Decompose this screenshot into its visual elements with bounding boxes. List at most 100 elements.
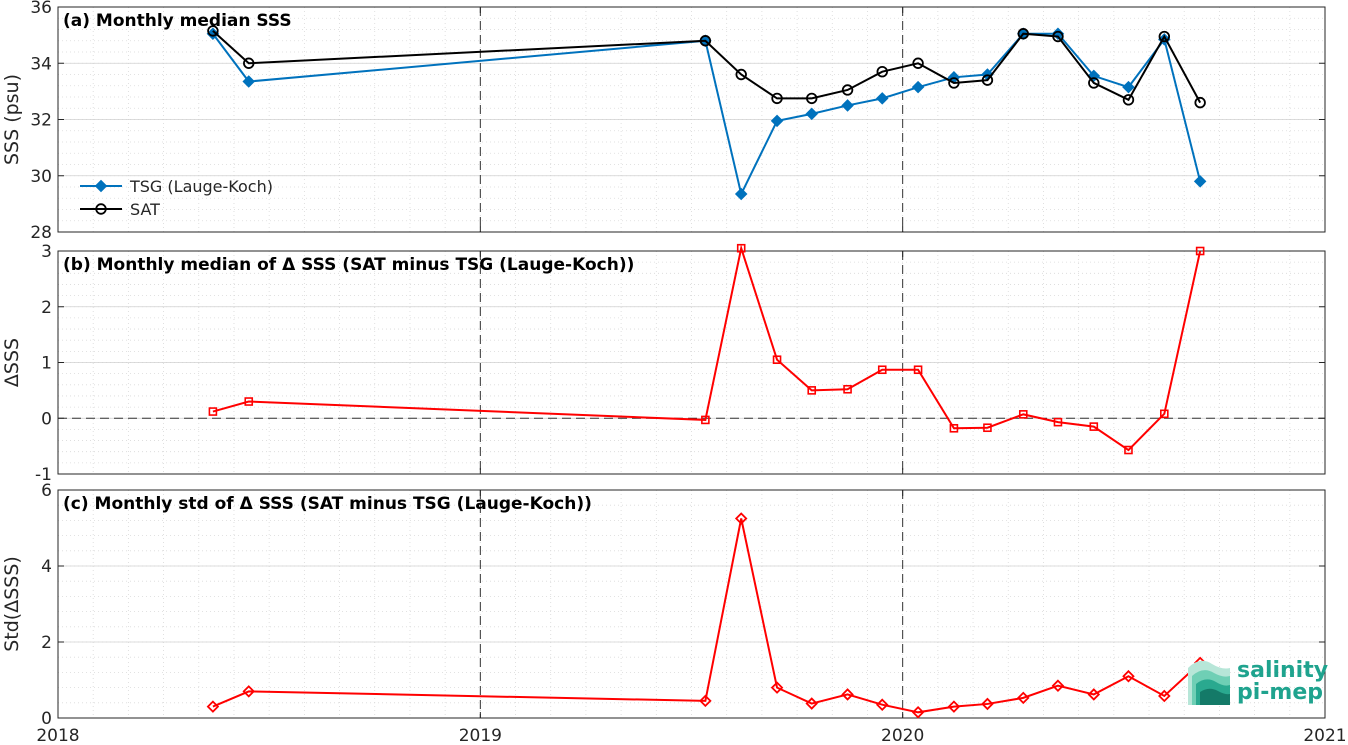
data-point: [206, 27, 220, 40]
data-point: [1124, 445, 1133, 455]
data-point: [242, 75, 256, 88]
data-point: [244, 397, 254, 406]
data-point: [949, 423, 959, 433]
y-tick-label: 0: [41, 409, 52, 429]
data-point: [735, 68, 747, 81]
y-tick-label: 3: [41, 242, 52, 262]
data-point: [805, 697, 818, 710]
x-tick-label: 2020: [881, 726, 924, 745]
data-point: [243, 57, 255, 69]
y-axis-label: ΔSSS: [1, 338, 23, 387]
data-point: [699, 694, 712, 708]
x-tick-label: 2019: [459, 726, 502, 745]
data-point: [805, 107, 818, 121]
data-point: [206, 700, 220, 713]
legend-panel-a: TSG (Lauge-Koch) SAT: [80, 177, 273, 219]
data-point: [772, 355, 782, 365]
panel-title: (a) Monthly median SSS: [63, 11, 292, 31]
data-point: [1017, 28, 1029, 40]
legend-entry: SAT: [130, 200, 160, 219]
data-point: [1053, 417, 1063, 427]
data-point: [242, 685, 256, 698]
data-point: [843, 384, 852, 394]
y-tick-label: 1: [41, 354, 52, 374]
data-point: [1052, 30, 1064, 43]
data-point: [841, 84, 854, 96]
data-point: [1122, 94, 1135, 106]
y-tick-label: 28: [30, 223, 52, 243]
y-tick-label: 2: [41, 298, 52, 318]
legend-entry: TSG (Lauge-Koch): [129, 177, 273, 196]
y-axis-label: SSS (psu): [1, 74, 23, 165]
logo-waves-icon: [1188, 660, 1230, 705]
y-tick-label: 36: [30, 0, 52, 18]
legend-marker: [94, 179, 108, 193]
y-tick-label: 0: [41, 709, 52, 729]
series-line: [212, 244, 1202, 452]
y-tick-label: 2: [41, 633, 52, 653]
salinity-pi-mep-logo: salinity pi-mep: [1188, 658, 1328, 705]
chart-panel-a: 28 30 32 34 36 SSS (psu) (a) Monthly median SS…: [1, 0, 1326, 243]
y-tick-label: 34: [30, 54, 52, 74]
data-point: [1018, 410, 1028, 419]
logo-text-line2: pi-mep: [1237, 680, 1323, 705]
data-point: [806, 92, 818, 105]
data-point: [771, 92, 783, 105]
data-point: [699, 35, 712, 47]
panel-title: (b) Monthly median of Δ SSS (SAT minus T…: [63, 255, 634, 275]
data-point: [1193, 175, 1207, 188]
legend-marker: [95, 203, 107, 215]
data-point: [876, 65, 888, 78]
y-tick-label: 30: [30, 167, 52, 187]
panel-title: (c) Monthly std of Δ SSS (SAT minus TSG …: [63, 494, 592, 514]
data-point: [1089, 422, 1099, 431]
data-point: [981, 697, 994, 711]
data-point: [1195, 246, 1205, 256]
data-point: [841, 99, 854, 112]
data-point: [1087, 688, 1101, 701]
data-point: [770, 114, 784, 128]
data-point: [1160, 409, 1169, 419]
data-point: [981, 74, 994, 86]
axes-box: [57, 489, 1326, 719]
series-line: [212, 518, 1201, 714]
series-line: [212, 30, 1202, 104]
data-point: [1194, 96, 1206, 109]
data-point: [734, 512, 748, 525]
data-point: [875, 92, 889, 105]
chart-panel-c: 0 2 4 6 Std(ΔSSS) (c) Monthly std of Δ SSS (S…: [1, 481, 1326, 729]
data-point: [1017, 691, 1030, 705]
data-point: [1051, 679, 1065, 692]
data-point: [701, 415, 710, 425]
data-point: [1158, 30, 1171, 43]
data-point: [983, 423, 992, 433]
data-point: [770, 681, 784, 694]
data-point: [912, 57, 924, 69]
x-tick-label: 2021: [1303, 726, 1346, 745]
data-point: [1122, 669, 1135, 683]
data-point: [947, 700, 961, 713]
y-tick-label: 32: [30, 111, 52, 131]
y-tick-label: 4: [41, 557, 52, 577]
data-point: [1122, 80, 1135, 94]
x-tick-label: 2018: [36, 726, 79, 745]
data-point: [734, 187, 748, 201]
data-point: [875, 698, 889, 711]
data-point: [913, 365, 923, 375]
data-point: [948, 77, 960, 89]
data-point: [736, 243, 746, 253]
data-point: [208, 407, 218, 416]
data-point: [1088, 77, 1100, 89]
data-point: [807, 386, 817, 395]
data-point: [1158, 689, 1171, 703]
y-tick-label: 6: [41, 481, 52, 501]
data-point: [841, 688, 854, 701]
y-axis-label: Std(ΔSSS): [1, 556, 23, 652]
data-point: [911, 80, 925, 94]
data-point: [207, 25, 219, 37]
data-point: [877, 365, 887, 375]
data-point: [911, 706, 925, 719]
logo-text-line1: salinity: [1237, 658, 1328, 683]
y-tick-label: -1: [35, 465, 52, 485]
